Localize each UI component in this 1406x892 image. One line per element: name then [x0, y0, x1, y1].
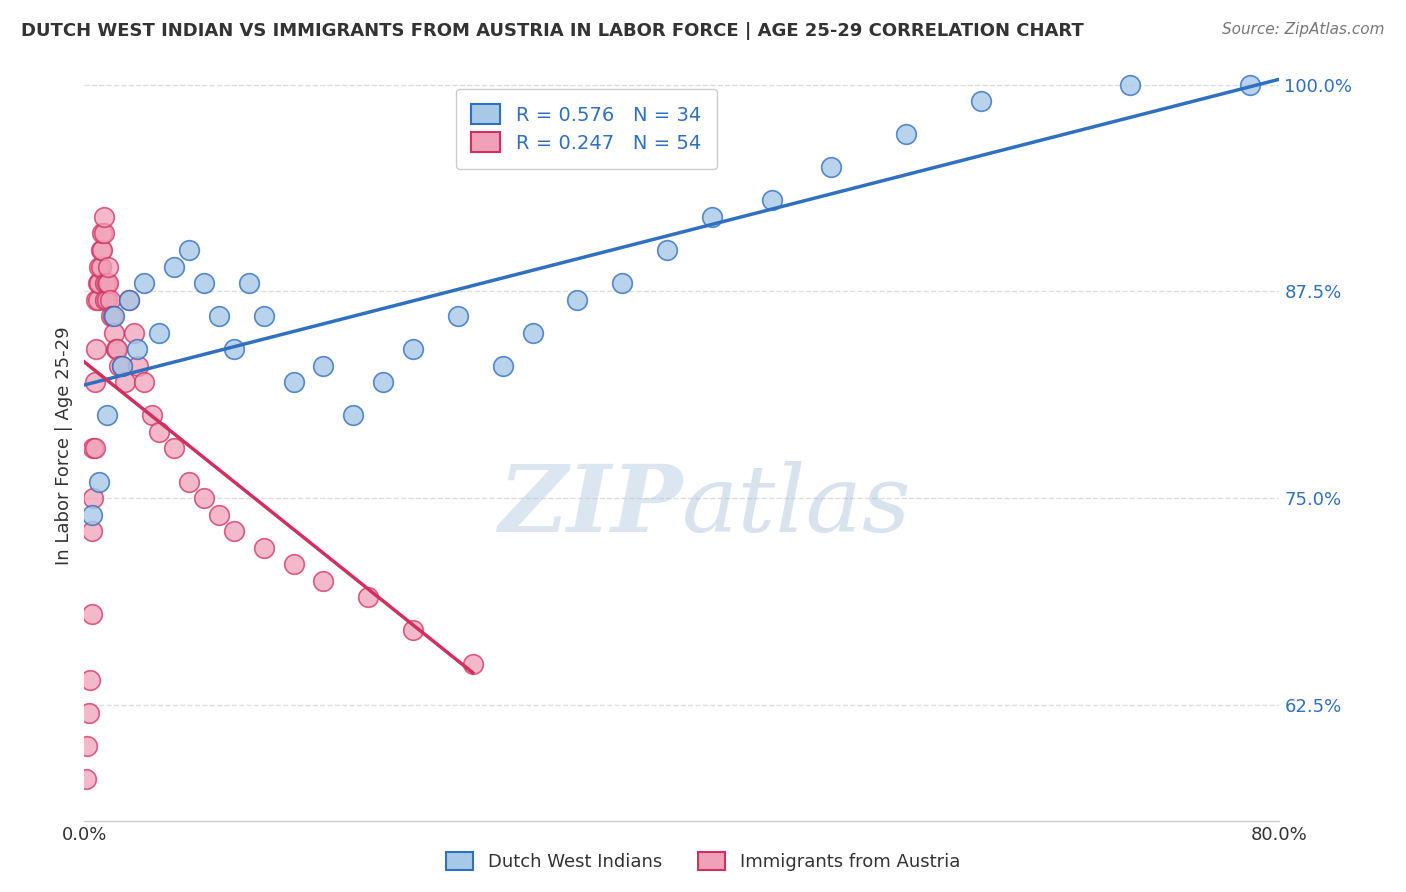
- Point: [87, 276, 110, 290]
- Point: [700, 210, 723, 224]
- Point: [141, 409, 163, 423]
- Point: [222, 524, 245, 538]
- Point: [83, 376, 105, 390]
- Point: [86, 343, 108, 357]
- Point: [894, 127, 917, 141]
- Point: [655, 243, 678, 257]
- Point: [76, 739, 98, 754]
- Point: [132, 276, 156, 290]
- Point: [82, 491, 104, 505]
- Point: [193, 276, 215, 290]
- Point: [148, 425, 170, 439]
- Point: [103, 309, 125, 323]
- Legend: Dutch West Indians, Immigrants from Austria: Dutch West Indians, Immigrants from Aust…: [439, 845, 967, 879]
- Point: [148, 326, 170, 340]
- Point: [90, 260, 112, 274]
- Point: [114, 376, 136, 390]
- Point: [100, 309, 122, 323]
- Point: [83, 442, 105, 456]
- Point: [402, 343, 425, 357]
- Point: [253, 541, 276, 555]
- Point: [91, 227, 114, 241]
- Point: [118, 293, 141, 307]
- Point: [283, 376, 305, 390]
- Point: [89, 276, 111, 290]
- Point: [402, 624, 425, 638]
- Point: [93, 210, 115, 224]
- Point: [90, 243, 112, 257]
- Point: [79, 673, 101, 687]
- Point: [357, 591, 380, 605]
- Point: [238, 276, 260, 290]
- Point: [567, 293, 589, 307]
- Point: [86, 293, 108, 307]
- Point: [163, 260, 186, 274]
- Point: [122, 326, 145, 340]
- Point: [163, 442, 186, 456]
- Point: [761, 194, 783, 208]
- Text: ZIP: ZIP: [498, 461, 682, 551]
- Point: [208, 508, 231, 522]
- Point: [127, 359, 149, 373]
- Point: [91, 243, 114, 257]
- Point: [105, 343, 128, 357]
- Text: atlas: atlas: [682, 461, 911, 551]
- Point: [94, 293, 117, 307]
- Point: [97, 276, 120, 290]
- Point: [1119, 78, 1142, 92]
- Point: [80, 508, 103, 522]
- Text: DUTCH WEST INDIAN VS IMMIGRANTS FROM AUSTRIA IN LABOR FORCE | AGE 25-29 CORRELAT: DUTCH WEST INDIAN VS IMMIGRANTS FROM AUS…: [21, 22, 1084, 40]
- Point: [94, 276, 117, 290]
- Point: [208, 309, 231, 323]
- Point: [222, 343, 245, 357]
- Point: [96, 276, 118, 290]
- Point: [193, 491, 215, 505]
- Point: [612, 276, 634, 290]
- Point: [80, 607, 103, 621]
- Point: [132, 376, 156, 390]
- Point: [80, 524, 103, 538]
- Point: [111, 359, 134, 373]
- Point: [373, 376, 395, 390]
- Point: [820, 161, 842, 175]
- Point: [96, 293, 118, 307]
- Point: [522, 326, 544, 340]
- Point: [75, 772, 97, 787]
- Point: [118, 293, 141, 307]
- Point: [312, 359, 335, 373]
- Point: [77, 706, 100, 720]
- Point: [125, 343, 148, 357]
- Point: [253, 309, 276, 323]
- Point: [89, 260, 111, 274]
- Point: [1239, 78, 1261, 92]
- Point: [101, 309, 124, 323]
- Point: [96, 409, 118, 423]
- Point: [107, 359, 129, 373]
- Point: [103, 326, 125, 340]
- Point: [492, 359, 515, 373]
- Text: Source: ZipAtlas.com: Source: ZipAtlas.com: [1222, 22, 1385, 37]
- Legend: R = 0.576   N = 34, R = 0.247   N = 54: R = 0.576 N = 34, R = 0.247 N = 54: [456, 88, 717, 169]
- Point: [342, 409, 364, 423]
- Point: [97, 260, 120, 274]
- Point: [87, 293, 110, 307]
- Point: [82, 442, 104, 456]
- Point: [98, 293, 121, 307]
- Point: [970, 94, 993, 108]
- Point: [312, 574, 335, 588]
- Point: [461, 657, 484, 671]
- Point: [93, 227, 115, 241]
- Point: [177, 475, 200, 489]
- Point: [104, 343, 127, 357]
- Point: [111, 359, 134, 373]
- Point: [89, 475, 111, 489]
- Point: [283, 558, 305, 572]
- Y-axis label: In Labor Force | Age 25-29: In Labor Force | Age 25-29: [55, 326, 73, 566]
- Point: [177, 243, 200, 257]
- Point: [447, 309, 470, 323]
